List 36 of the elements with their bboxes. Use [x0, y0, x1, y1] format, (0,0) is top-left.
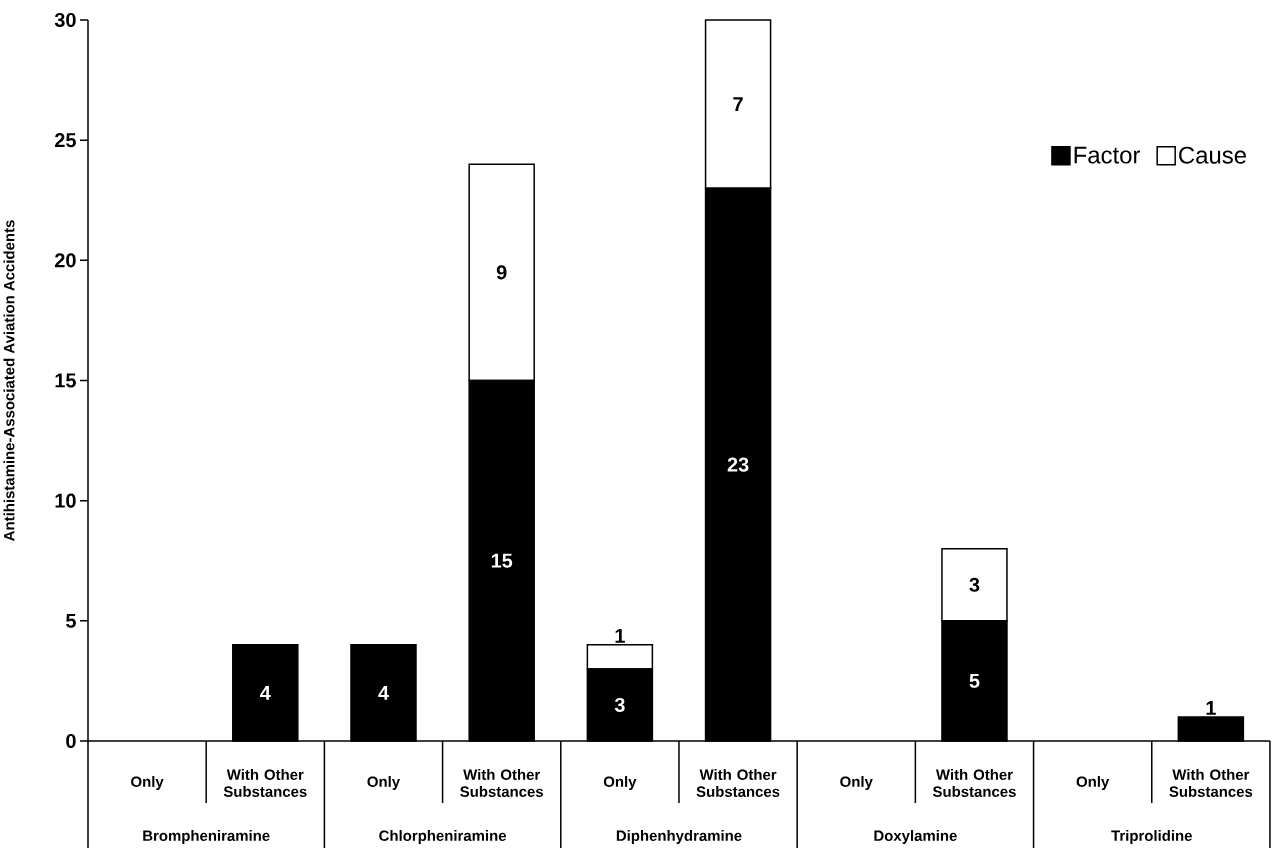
text: Chlorpheniramine: [379, 830, 507, 845]
x-tick-label: With Other Substances: [932, 769, 1016, 798]
data-label: 1: [1206, 701, 1216, 715]
y-axis-title: Antihistamine-Associated Aviation Accidents: [3, 220, 15, 542]
data-label: 3: [969, 577, 980, 592]
data-label: 4: [260, 686, 271, 700]
x-tick-label: Only: [367, 776, 401, 791]
data-label: 3: [614, 698, 625, 713]
x-tick-label: Only: [603, 776, 637, 791]
data-label: 5: [969, 674, 980, 688]
y-tick-label: 10: [55, 493, 76, 508]
x-tick-label: With Other Substances: [1169, 769, 1253, 798]
y-tick-label: 25: [55, 133, 76, 148]
y-tick-label: 30: [54, 13, 76, 28]
data-label: 23: [727, 457, 749, 472]
data-label: 9: [496, 265, 507, 280]
x-tick-label: With Other Substances: [460, 769, 543, 798]
text: Brompheniramine: [143, 830, 270, 845]
legend-label: Factor: [1074, 146, 1141, 164]
data-label: 15: [491, 553, 513, 568]
x-tick-label: With Other Substances: [223, 769, 307, 798]
data-label: 7: [733, 97, 743, 112]
data-label: 4: [378, 686, 389, 700]
x-tick-label: Only: [840, 776, 873, 791]
legend-label: Cause: [1179, 146, 1246, 164]
y-tick-label: 15: [55, 373, 76, 388]
x-tick-label: Only: [131, 776, 164, 791]
y-tick-label: 20: [55, 253, 76, 268]
y-tick-label: 5: [66, 614, 76, 628]
x-tick-label: Only: [1076, 776, 1110, 791]
text: Diphenhydramine: [616, 830, 742, 845]
text: Doxylamine: [874, 830, 957, 845]
data-label: 1: [615, 629, 625, 643]
y-tick-label: 0: [66, 734, 76, 749]
text: Triprolidine: [1111, 830, 1192, 845]
x-tick-label: With Other Substances: [696, 769, 780, 798]
